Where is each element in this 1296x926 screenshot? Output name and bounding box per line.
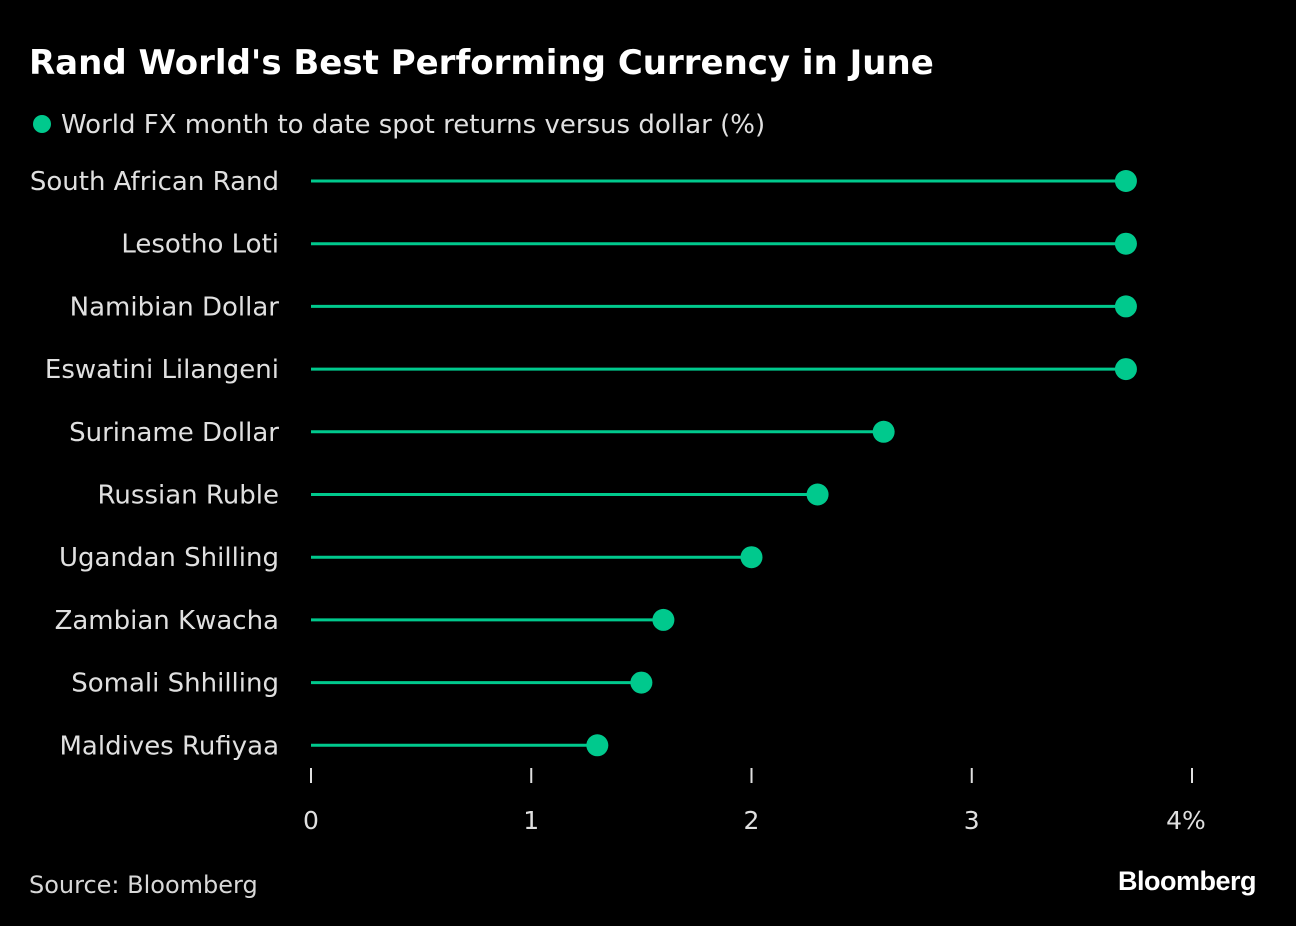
category-label: Russian Ruble <box>98 481 279 511</box>
data-row: Lesotho Loti <box>121 230 1137 260</box>
category-label: Somali Shhilling <box>71 669 279 699</box>
data-point <box>1114 295 1137 318</box>
x-tick-label: 4% <box>1166 806 1206 835</box>
x-axis: 0 1 2 3 4% <box>303 768 1206 835</box>
data-row: Somali Shhilling <box>71 669 653 699</box>
data-point <box>630 671 653 694</box>
legend-marker <box>33 115 51 133</box>
category-label: South African Rand <box>30 167 279 197</box>
data-point <box>1114 170 1137 192</box>
category-label: Zambian Kwacha <box>55 606 279 636</box>
data-point <box>586 734 609 757</box>
x-tick-label: 2 <box>744 806 760 835</box>
data-row: Maldives Rufiyaa <box>59 731 609 761</box>
data-row: South African Rand <box>30 167 1137 197</box>
x-tick-label: 0 <box>303 806 319 835</box>
chart-title: Rand World's Best Performing Currency in… <box>29 43 934 83</box>
data-row: Russian Ruble <box>98 481 829 511</box>
category-label: Ugandan Shilling <box>59 543 279 573</box>
data-point <box>872 420 895 443</box>
category-label: Suriname Dollar <box>69 418 279 448</box>
bloomberg-logo: Bloomberg <box>1118 866 1256 896</box>
data-point <box>1114 358 1137 381</box>
data-row: Eswatini Lilangeni <box>45 355 1137 385</box>
data-point <box>1114 232 1137 255</box>
data-point <box>740 546 763 569</box>
x-tick-label: 3 <box>964 806 980 835</box>
category-label: Lesotho Loti <box>121 230 279 260</box>
data-row: Namibian Dollar <box>70 292 1137 322</box>
data-row: Zambian Kwacha <box>55 606 675 636</box>
data-row: Suriname Dollar <box>69 418 895 448</box>
category-label: Eswatini Lilangeni <box>45 355 279 385</box>
data-row: Ugandan Shilling <box>59 543 763 573</box>
data-point <box>806 483 829 506</box>
category-label: Maldives Rufiyaa <box>59 731 279 761</box>
x-tick-label: 1 <box>523 806 539 835</box>
legend-label: World FX month to date spot returns vers… <box>61 110 765 140</box>
plot-area: South African Rand Lesotho Loti Namibian D… <box>30 167 1137 761</box>
data-point <box>652 608 675 631</box>
source-note: Source: Bloomberg <box>29 871 258 899</box>
category-label: Namibian Dollar <box>70 292 280 322</box>
